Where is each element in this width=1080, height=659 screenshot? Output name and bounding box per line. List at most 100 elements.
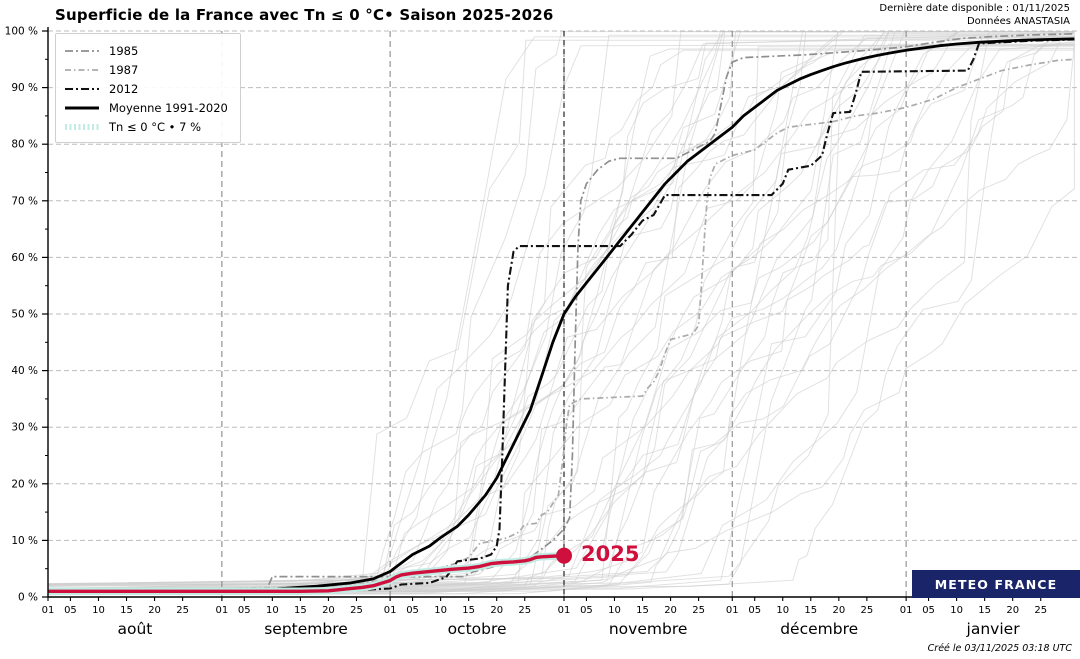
x-month-label: septembre <box>264 620 348 638</box>
ensemble-line <box>48 31 1075 593</box>
axes: 0 % 10 % 20 % 30 % 40 % 50 % 60 % 70 % 80 % 90 % 1… <box>5 26 1080 638</box>
ensemble-line <box>48 36 1075 594</box>
x-day-tick-label: 25 <box>176 605 189 616</box>
x-month-label: octobre <box>448 620 507 638</box>
x-month-label: janvier <box>966 620 1021 638</box>
legend-label-1985: 1985 <box>109 43 139 58</box>
ensemble-line <box>48 48 1075 589</box>
x-day-tick-label: 05 <box>580 605 593 616</box>
legend-item-1985: 1985 <box>64 41 232 60</box>
x-day-tick-label: 01 <box>558 605 571 616</box>
x-month-label: août <box>117 620 152 638</box>
current-season-end-marker <box>556 547 572 564</box>
meteo-france-logo-text: METEO FRANCE <box>934 576 1058 592</box>
ensemble-line <box>48 31 1075 585</box>
x-day-tick-label: 01 <box>900 605 913 616</box>
ensemble-line <box>48 31 1075 593</box>
x-day-tick-label: 15 <box>294 605 307 616</box>
x-day-tick-label: 15 <box>804 605 817 616</box>
legend-box: 1985 1987 2012 Moyenne 1991-2020 Tn ≤ 0 °C •… <box>55 33 241 143</box>
x-day-tick-label: 15 <box>636 605 649 616</box>
y-tick-label: 20 % <box>11 478 38 490</box>
x-day-tick-label: 25 <box>1034 605 1047 616</box>
series-1987 <box>48 58 1075 590</box>
x-day-tick-label: 25 <box>861 605 874 616</box>
x-day-tick-label: 20 <box>832 605 845 616</box>
x-day-tick-label: 20 <box>1006 605 1019 616</box>
legend-item-moyenne: Moyenne 1991-2020 <box>64 98 232 117</box>
x-day-tick-label: 05 <box>238 605 251 616</box>
ensemble-line <box>48 36 1075 586</box>
chart-title: Superficie de la France avec Tn ≤ 0 °C• … <box>55 6 554 24</box>
legend-swatch-tn7 <box>65 123 99 130</box>
x-day-tick-label: 01 <box>384 605 397 616</box>
x-day-tick-label: 20 <box>664 605 677 616</box>
legend-label-2012: 2012 <box>109 81 139 96</box>
x-day-tick-label: 01 <box>726 605 739 616</box>
legend-swatch-1987 <box>65 68 99 71</box>
x-day-tick-label: 01 <box>216 605 229 616</box>
ensemble-line <box>48 31 1075 593</box>
y-tick-label: 100 % <box>5 26 38 38</box>
y-tick-label: 90 % <box>11 82 38 94</box>
y-tick-label: 40 % <box>11 365 38 377</box>
ensemble-line <box>48 36 1075 591</box>
header-info: Dernière date disponible : 01/11/2025 Do… <box>879 2 1070 28</box>
legend-item-2012: 2012 <box>64 79 232 98</box>
x-day-tick-label: 20 <box>490 605 503 616</box>
x-day-tick-label: 10 <box>776 605 789 616</box>
ensemble-line <box>48 37 1075 590</box>
x-day-tick-label: 25 <box>518 605 531 616</box>
legend-item-1987: 1987 <box>64 60 232 79</box>
legend-swatch-moyenne <box>65 106 99 109</box>
ensemble-line <box>48 43 1075 585</box>
y-tick-label: 0 % <box>18 592 38 604</box>
y-tick-label: 60 % <box>11 252 38 264</box>
x-day-tick-label: 15 <box>462 605 475 616</box>
x-day-tick-label: 10 <box>434 605 447 616</box>
last-date-available-text: Dernière date disponible : 01/11/2025 <box>879 3 1070 14</box>
series-2012 <box>48 38 1075 594</box>
legend-label-1987: 1987 <box>109 62 139 77</box>
x-day-tick-label: 01 <box>42 605 55 616</box>
x-day-tick-label: 15 <box>120 605 133 616</box>
x-day-tick-label: 05 <box>748 605 761 616</box>
x-day-tick-label: 10 <box>950 605 963 616</box>
x-month-label: novembre <box>609 620 688 638</box>
series-moyenne-1991-2020 <box>48 37 1075 594</box>
ensemble-lines <box>48 31 1075 596</box>
legend-label-moyenne: Moyenne 1991-2020 <box>109 100 228 115</box>
ensemble-line <box>48 33 1075 585</box>
annotation-2025-label: 2025 <box>581 541 640 566</box>
created-timestamp: Créé le 03/11/2025 03:18 UTC <box>927 643 1072 654</box>
y-tick-label: 30 % <box>11 422 38 434</box>
x-day-tick-label: 25 <box>692 605 705 616</box>
y-tick-label: 50 % <box>11 309 38 321</box>
x-day-tick-label: 05 <box>922 605 935 616</box>
x-day-tick-label: 05 <box>64 605 77 616</box>
y-tick-label: 10 % <box>11 535 38 547</box>
meteo-france-logo: METEO FRANCE <box>912 570 1080 598</box>
x-day-tick-label: 15 <box>978 605 991 616</box>
y-tick-label: 80 % <box>11 139 38 151</box>
x-day-tick-label: 10 <box>608 605 621 616</box>
ensemble-line <box>48 43 1075 591</box>
ensemble-line <box>48 32 1075 590</box>
legend-swatch-1985 <box>65 49 99 52</box>
data-source-text: Données ANASTASIA <box>966 16 1070 27</box>
ensemble-line <box>48 31 1075 592</box>
legend-item-tn7: Tn ≤ 0 °C • 7 % <box>64 117 232 136</box>
ensemble-line <box>48 42 1075 589</box>
ensemble-line <box>48 37 1075 595</box>
ensemble-line <box>48 31 1075 593</box>
ensemble-line <box>48 31 1075 595</box>
x-day-tick-label: 20 <box>322 605 335 616</box>
x-day-tick-label: 05 <box>406 605 419 616</box>
legend-label-tn7: Tn ≤ 0 °C • 7 % <box>109 119 202 134</box>
x-day-tick-label: 20 <box>148 605 161 616</box>
ensemble-line <box>48 32 1075 595</box>
ensemble-line <box>48 31 1075 594</box>
ensemble-line <box>48 49 1075 594</box>
